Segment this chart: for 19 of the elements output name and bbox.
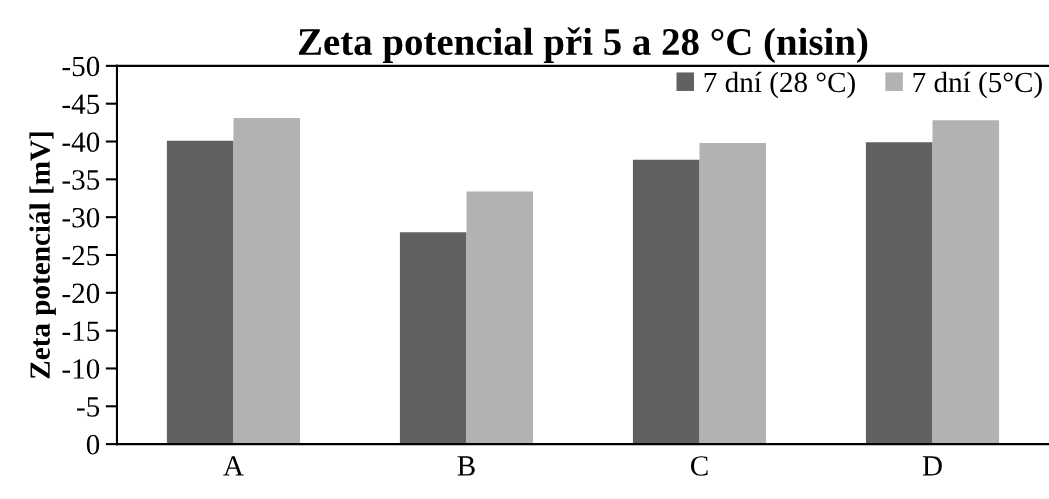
x-tick-label: B — [457, 456, 475, 476]
x-tick-label: C — [690, 456, 708, 476]
y-tick-label: -35 — [62, 170, 100, 190]
y-tick-label: -15 — [62, 321, 100, 342]
legend-label: 7 dní (5°C) — [913, 71, 1042, 99]
y-tick-label: 0 — [86, 434, 100, 455]
y-tick-label: -5 — [77, 397, 100, 417]
x-tick-label: D — [922, 456, 942, 476]
y-tick-label: -40 — [62, 132, 100, 152]
y-tick-label: -45 — [62, 94, 100, 115]
legend-label: 7 dní (28 °C) — [704, 71, 855, 99]
y-axis-title: Zeta potenciál [mV] — [29, 132, 56, 379]
y-tick-label: -25 — [62, 245, 100, 266]
y-tick-label: -10 — [62, 359, 100, 379]
y-tick-label: -30 — [62, 207, 100, 228]
y-tick-label: -50 — [62, 56, 100, 77]
chart-title: Zeta potencial při 5 a 28 °C (nisin) — [298, 27, 868, 64]
y-tick-label: -20 — [62, 283, 100, 304]
x-tick-label: A — [223, 456, 244, 476]
